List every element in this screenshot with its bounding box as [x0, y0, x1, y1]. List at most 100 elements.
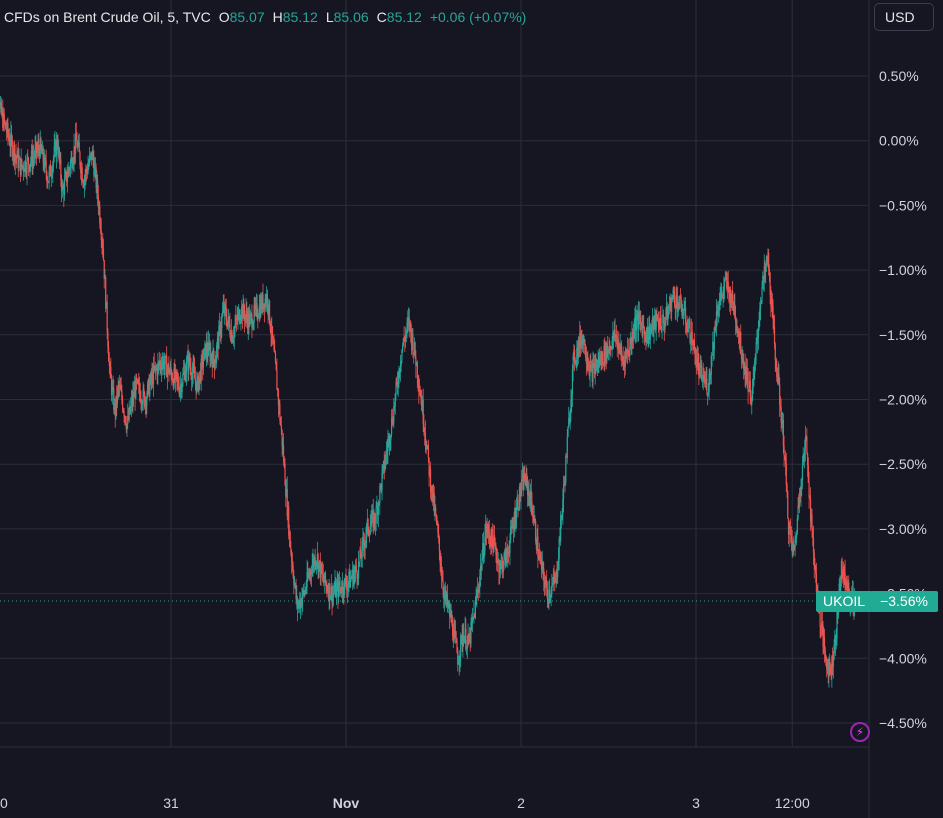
candle-body	[515, 506, 518, 520]
candle-body	[485, 525, 487, 537]
candle-body	[263, 303, 266, 310]
candle-body	[105, 277, 107, 309]
candle-body	[26, 157, 28, 174]
candle-body	[655, 313, 657, 330]
candle-body	[653, 319, 655, 332]
candle-body	[231, 331, 233, 343]
candle-body	[844, 572, 846, 588]
candle-body	[346, 585, 349, 591]
candle-body	[848, 582, 850, 595]
candle-body	[551, 585, 553, 594]
candle-body	[668, 308, 670, 311]
candle-body	[85, 169, 87, 176]
candle-body	[106, 301, 108, 332]
candle-body	[384, 463, 386, 471]
lightning-alert-icon[interactable]: ⚡	[850, 722, 870, 742]
candle-body	[698, 366, 701, 377]
candle-body	[658, 325, 660, 328]
candle-body	[525, 473, 527, 485]
candle-body	[119, 385, 121, 387]
candle-body	[710, 356, 712, 375]
ticker-tag[interactable]: UKOIL	[816, 591, 873, 612]
candle-body	[288, 506, 290, 536]
candle-body	[592, 362, 594, 382]
candle-body	[546, 588, 549, 600]
candle-body	[452, 619, 454, 636]
candle-body	[148, 379, 150, 396]
candle-body	[607, 345, 609, 353]
candle-body	[287, 506, 289, 516]
candle-body	[760, 299, 762, 304]
candle-body	[444, 590, 446, 595]
candle-body	[219, 324, 221, 335]
candle-body	[455, 637, 457, 641]
candle-body	[367, 519, 369, 533]
candle-body	[189, 364, 191, 368]
candle-body	[247, 313, 249, 329]
candle-body	[567, 426, 569, 438]
candle-body	[200, 358, 202, 382]
candle-body	[381, 472, 383, 490]
candle-body	[382, 466, 384, 473]
candle-body	[216, 345, 218, 358]
candle-body	[714, 327, 716, 331]
candle-body	[155, 367, 158, 369]
candle-body	[325, 583, 327, 586]
symbol-name[interactable]: CFDs on Brent Crude Oil, 5, TVC	[4, 9, 211, 25]
candle-body	[9, 144, 11, 146]
candle-body	[574, 362, 576, 364]
candle-body	[173, 368, 175, 387]
candle-body	[366, 519, 368, 525]
candle-body	[123, 411, 125, 417]
candle-body	[529, 490, 532, 506]
candle-body	[18, 159, 20, 169]
candle-body	[127, 415, 129, 424]
candle-body	[445, 590, 447, 601]
candle-body	[213, 359, 216, 369]
candle-body	[507, 551, 509, 555]
candle-body	[297, 604, 299, 609]
candle-body	[718, 301, 721, 311]
candle-body	[511, 525, 513, 529]
time-axis[interactable]: 0 31 Nov 2 3 12:00	[0, 795, 810, 811]
candle-body	[489, 539, 491, 541]
candle-body	[379, 485, 381, 504]
candle-body	[274, 350, 276, 353]
candle-body	[579, 332, 581, 349]
candle-body	[522, 474, 524, 490]
candle-body	[597, 362, 599, 368]
candle-body	[88, 163, 90, 167]
candle-body	[765, 263, 767, 272]
candle-body	[50, 174, 52, 177]
y-tick-label: −4.00%	[879, 650, 927, 666]
candle-body	[490, 528, 493, 547]
candle-body	[147, 379, 149, 384]
candle-body	[604, 346, 606, 363]
candle-body	[479, 565, 482, 576]
candle-body	[85, 169, 88, 172]
candle-body	[172, 380, 174, 387]
candle-body	[371, 513, 373, 523]
candle-body	[829, 666, 831, 670]
candle-body	[427, 445, 429, 458]
candle-body	[202, 357, 204, 368]
candle-body	[696, 359, 698, 368]
candle-body	[547, 599, 549, 602]
currency-button[interactable]: USD	[874, 3, 934, 31]
candle-body	[483, 551, 485, 558]
candle-body	[538, 555, 540, 560]
candle-body	[145, 399, 147, 406]
candle-body	[305, 589, 307, 591]
candle-body	[542, 562, 544, 569]
candle-body	[373, 513, 375, 528]
candle-body	[394, 393, 396, 406]
candle-body	[323, 580, 325, 583]
candle-body	[355, 565, 357, 571]
candle-body	[744, 362, 746, 379]
candle-body	[87, 166, 89, 174]
candle-body	[700, 365, 702, 367]
candle-body	[493, 535, 495, 552]
candle-body	[187, 356, 189, 371]
candle-body	[761, 286, 763, 300]
